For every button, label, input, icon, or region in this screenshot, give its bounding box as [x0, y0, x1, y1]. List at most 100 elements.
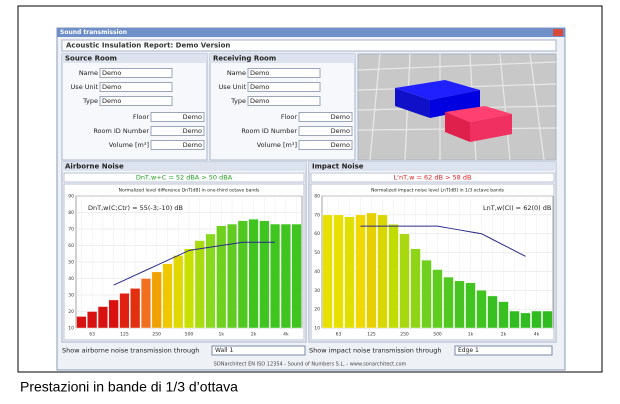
chart-title: Normalized impact noise level LnT[dB] in… [371, 188, 505, 194]
result-text: L'nT,w = 62 dB > 58 dB [394, 174, 472, 182]
x-tick-label: 2k [251, 332, 257, 338]
chart-annotation: DnT,w(C;Ctr) = 55(-3;-10) dB [88, 204, 183, 212]
y-tick-label: 20 [314, 307, 320, 313]
header-bar [61, 39, 557, 52]
y-tick-label: 70 [314, 212, 320, 218]
field-input [99, 82, 173, 92]
bar [248, 218, 259, 329]
field-value: Demo [250, 69, 269, 77]
bar [194, 240, 205, 329]
y-tick-label: 30 [68, 293, 74, 299]
window-title: Sound transmission [60, 29, 127, 36]
y-tick-label: 90 [68, 194, 74, 200]
y-tick-label: 80 [68, 210, 74, 216]
noise-panel-title: Impact Noise [312, 163, 364, 171]
x-tick-label: 250 [400, 332, 409, 338]
y-tick-label: 20 [68, 309, 74, 315]
bar [76, 316, 87, 329]
bar [183, 248, 195, 329]
bar [173, 255, 184, 329]
field-value: Demo [183, 113, 202, 121]
field-input [247, 68, 321, 78]
chart-annotation: LnT,w(CI) = 62(0) dB [483, 204, 551, 212]
room-panel-header [210, 54, 355, 63]
x-tick-label: 63 [89, 332, 95, 338]
bar [465, 282, 476, 329]
field-value: Demo [331, 127, 350, 135]
bar [498, 301, 509, 329]
x-tick-label: 500 [433, 332, 442, 338]
3d-view [357, 53, 557, 161]
field-label: Type [230, 97, 246, 105]
field-input [247, 82, 321, 92]
bar [108, 299, 119, 329]
bar [454, 280, 465, 329]
reference-curve [113, 241, 276, 286]
bar [366, 212, 377, 329]
field-input [99, 96, 173, 106]
field-input [99, 68, 173, 78]
bar [291, 223, 302, 329]
bar [487, 295, 498, 329]
room-panel-header [62, 54, 207, 63]
x-tick-label: 2k [501, 332, 507, 338]
field-label: Type [82, 97, 98, 105]
field-label: Floor [281, 113, 297, 121]
bar [509, 310, 520, 329]
bar [227, 223, 238, 329]
field-label: Room ID Number [93, 127, 149, 135]
y-tick-label: 40 [68, 276, 74, 282]
bar [237, 220, 248, 329]
bar [333, 214, 344, 329]
field-label: Floor [133, 113, 149, 121]
y-tick-label: 40 [314, 269, 320, 275]
field-label: Volume [m³] [257, 141, 297, 149]
result-box [63, 172, 305, 183]
field-input [150, 126, 205, 136]
bar [443, 276, 454, 329]
field-value: Demo [331, 113, 350, 121]
bar [205, 233, 216, 329]
field-input [150, 140, 205, 150]
noise-panel-header [309, 162, 556, 171]
bar [421, 259, 432, 329]
y-tick-label: 80 [314, 194, 320, 200]
x-tick-label: 500 [185, 332, 194, 338]
y-tick-label: 30 [314, 288, 320, 294]
chart-title: Normalized level difference DnT[dB] in o… [119, 188, 260, 194]
noise-panel-header [62, 162, 306, 171]
y-tick-label: 10 [314, 326, 320, 332]
x-tick-label: 4k [283, 332, 289, 338]
bar [388, 224, 399, 329]
field-label: Name [79, 69, 98, 77]
bar [140, 278, 151, 329]
bar [151, 271, 162, 329]
field-value: Demo [102, 83, 121, 91]
x-tick-label: 125 [120, 332, 129, 338]
bar [259, 220, 270, 329]
report-header: Acoustic Insulation Report: Demo Version [66, 42, 230, 50]
bar [162, 263, 173, 329]
field-label: Volume [m³] [109, 141, 149, 149]
bar [216, 225, 227, 329]
field-label: Name [227, 69, 246, 77]
bar [531, 310, 542, 329]
field-input [298, 140, 353, 150]
room-title: Receiving Room [213, 55, 276, 63]
airborne-selector[interactable] [211, 345, 306, 356]
bar [399, 233, 410, 329]
close-button[interactable] [553, 29, 563, 36]
x-tick-label: 63 [336, 332, 342, 338]
airborne-selector-label: Show airborne noise transmission through [62, 347, 199, 355]
field-value: Demo [250, 83, 269, 91]
field-value: Demo [183, 141, 202, 149]
impact-selector[interactable] [454, 345, 553, 356]
field-value: Demo [250, 97, 269, 105]
y-tick-label: 10 [68, 326, 74, 332]
x-tick-label: 4k [534, 332, 540, 338]
x-tick-label: 1k [219, 332, 225, 338]
bar [322, 214, 333, 329]
y-tick-label: 50 [68, 260, 74, 266]
field-input [247, 96, 321, 106]
